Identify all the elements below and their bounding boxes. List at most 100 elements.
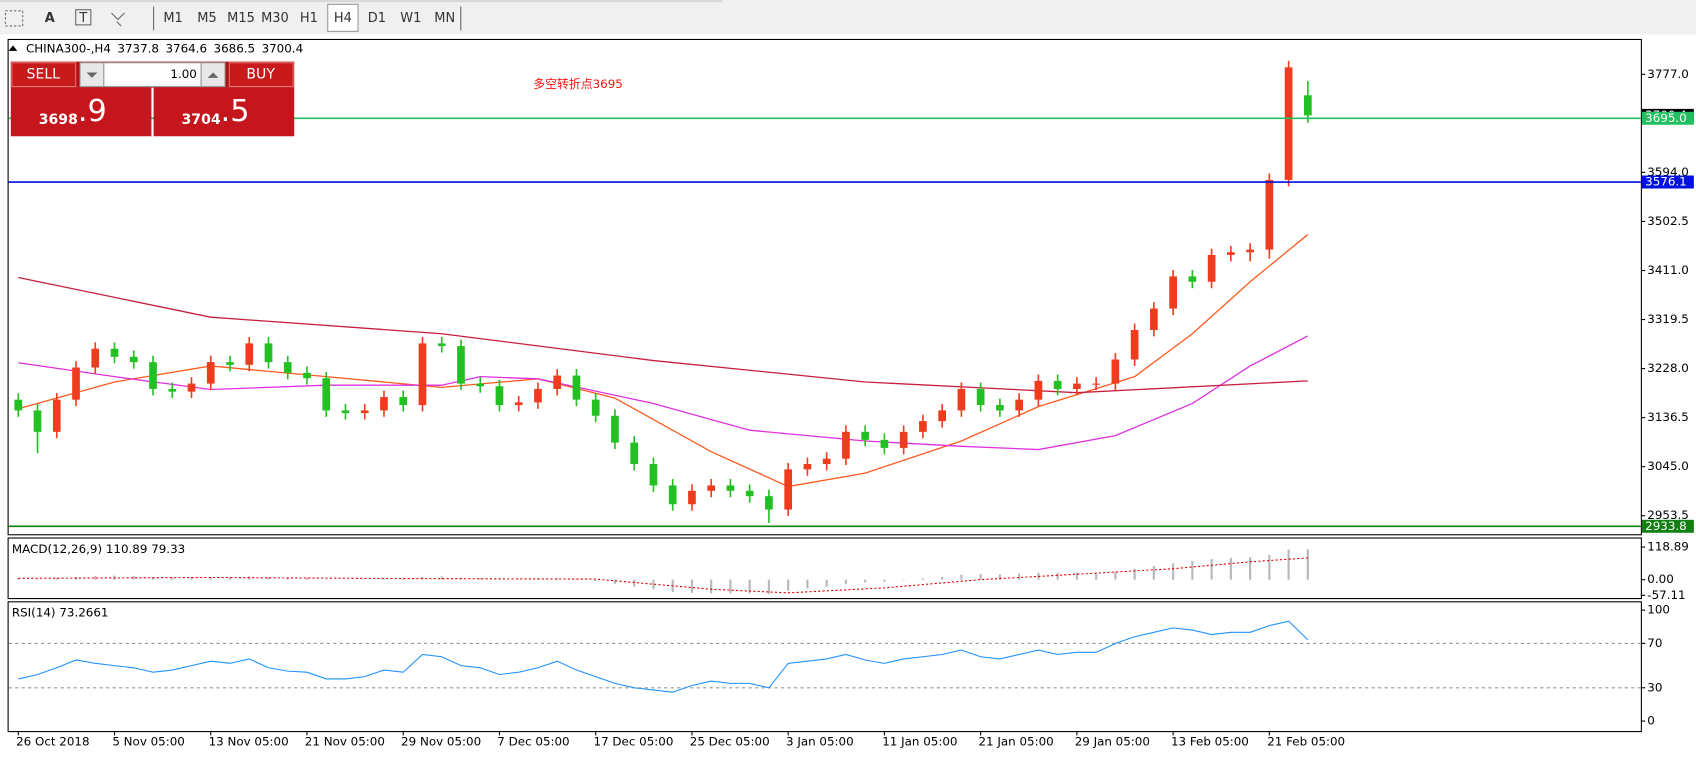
candle-body — [803, 464, 812, 470]
header-value: 3700.4 — [262, 41, 304, 55]
candle-body — [322, 378, 331, 411]
candle-body — [938, 410, 947, 422]
timeframe-button[interactable]: H4 — [334, 11, 352, 26]
sell-label[interactable]: SELL — [27, 67, 61, 83]
y-tick-label: 3045.0 — [1647, 459, 1689, 473]
price-tag — [1641, 519, 1694, 533]
candle-body — [283, 362, 292, 373]
buy-price-box[interactable] — [153, 87, 295, 137]
candle-body — [264, 343, 273, 363]
rsi-panel — [7, 601, 1642, 733]
y-tick-label: -57.11 — [1647, 588, 1685, 602]
sell-price-main: 3698 — [39, 112, 78, 128]
candle-body — [476, 383, 485, 387]
moving-average — [18, 335, 1309, 451]
candle-body — [611, 415, 619, 443]
candle-body — [14, 399, 23, 411]
candle-body — [206, 362, 215, 384]
candle-body — [341, 410, 350, 414]
x-tick-label: 21 Feb 05:00 — [1267, 734, 1345, 748]
candle-body — [553, 375, 562, 389]
y-tick-label: 0 — [1647, 714, 1655, 728]
buy-price-frac: .5 — [221, 94, 250, 129]
candle-body — [187, 383, 196, 392]
candle-body — [149, 362, 157, 389]
timeframe-button[interactable]: M1 — [163, 11, 182, 26]
candle-body — [572, 375, 581, 400]
candle-body — [630, 442, 639, 465]
price-tag-label: 3576.1 — [1645, 175, 1687, 189]
candle-body — [591, 399, 600, 416]
active-timeframe — [327, 3, 359, 32]
x-tick-label: 29 Nov 05:00 — [401, 734, 481, 748]
header-value: 3737.8 — [117, 41, 159, 55]
sell-price-frac: .9 — [78, 94, 107, 129]
toolbar-icons — [4, 6, 462, 31]
candle-body — [52, 399, 61, 432]
candle-body — [1130, 330, 1139, 360]
indicator-label: MACD(12,26,9) 110.89 79.33 — [12, 542, 185, 556]
y-tick-label: 3411.0 — [1647, 263, 1689, 277]
down-arrow — [86, 72, 98, 78]
candle-body — [303, 372, 311, 379]
candle-body — [1304, 95, 1312, 116]
candle-body — [707, 485, 716, 491]
trade-panel: SELL 1.00 BUY 3698 .9 3704 .5 — [10, 61, 295, 137]
candle-body — [91, 348, 100, 368]
header-value: 3686.5 — [214, 41, 256, 55]
moving-average — [18, 234, 1309, 488]
timeframe-button[interactable]: W1 — [400, 11, 421, 26]
candle-body — [1073, 383, 1081, 389]
candle-body — [457, 346, 465, 384]
timeframe-button[interactable]: H1 — [300, 11, 318, 26]
timeframe-button[interactable]: MN — [434, 11, 455, 26]
buy-label[interactable]: BUY — [246, 67, 275, 83]
sell-button[interactable] — [11, 62, 77, 88]
candle-body — [129, 356, 138, 363]
candle-body — [1188, 276, 1197, 282]
label-tool[interactable]: T — [78, 11, 87, 26]
candle-body — [245, 343, 254, 365]
candle-body — [745, 490, 754, 497]
price-tag — [1641, 111, 1694, 125]
y-tick-label: 30 — [1647, 680, 1662, 694]
text-tool[interactable]: A — [45, 11, 55, 26]
x-tick-label: 26 Oct 2018 — [16, 734, 89, 748]
candle-body — [996, 405, 1004, 411]
macd-panel — [7, 537, 1642, 600]
x-tick-label: 5 Nov 05:00 — [112, 734, 185, 748]
y-tick-label: 3136.5 — [1647, 410, 1689, 424]
timeframe-button[interactable]: D1 — [368, 11, 386, 26]
candle-body — [688, 490, 696, 505]
candle-body — [649, 464, 658, 486]
candle-body — [899, 431, 908, 448]
candle-body — [822, 458, 831, 465]
candle-body — [1092, 383, 1100, 385]
header-value: CHINA300-,H4 — [26, 41, 111, 55]
plots: 3777.0 3594.0 3502.5 3411.0 3319.5 3228.0 3136… — [8, 41, 1694, 748]
timeframe-button[interactable]: M5 — [197, 11, 216, 26]
buy-button[interactable] — [228, 62, 294, 88]
x-tick-label: 25 Dec 05:00 — [690, 734, 770, 748]
candle-body — [880, 439, 889, 448]
candle-body — [1169, 276, 1177, 309]
x-tick-label: 21 Jan 05:00 — [978, 734, 1053, 748]
candle-body — [726, 485, 735, 491]
y-tick-label: 3319.5 — [1647, 312, 1689, 326]
y-tick-label: 100 — [1647, 603, 1670, 617]
candle-body — [957, 388, 966, 411]
timeframe-button[interactable]: M15 — [227, 11, 255, 26]
candle-body — [842, 431, 850, 459]
price-tag-label: 2933.8 — [1645, 519, 1687, 533]
timeframe-button[interactable]: M30 — [261, 11, 289, 26]
y-tick-label: 70 — [1647, 636, 1662, 650]
up-arrow — [207, 72, 219, 78]
x-tick-label: 13 Nov 05:00 — [209, 734, 289, 748]
candle-body — [514, 402, 523, 406]
header-arrow — [8, 45, 18, 51]
sell-price-box[interactable] — [10, 87, 152, 137]
candle-body — [72, 367, 80, 400]
toolbar — [0, 0, 1696, 35]
x-tick-label: 21 Nov 05:00 — [305, 734, 385, 748]
volume-value[interactable]: 1.00 — [170, 67, 196, 81]
